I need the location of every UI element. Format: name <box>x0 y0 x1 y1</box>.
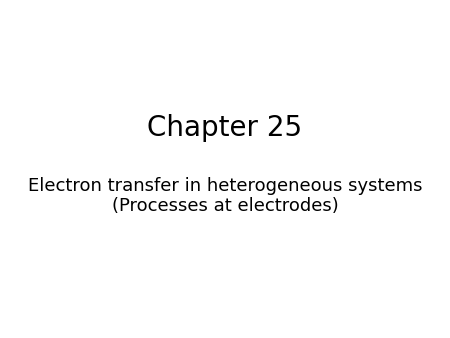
Text: Chapter 25: Chapter 25 <box>148 115 302 142</box>
Text: Electron transfer in heterogeneous systems
(Processes at electrodes): Electron transfer in heterogeneous syste… <box>28 177 422 215</box>
